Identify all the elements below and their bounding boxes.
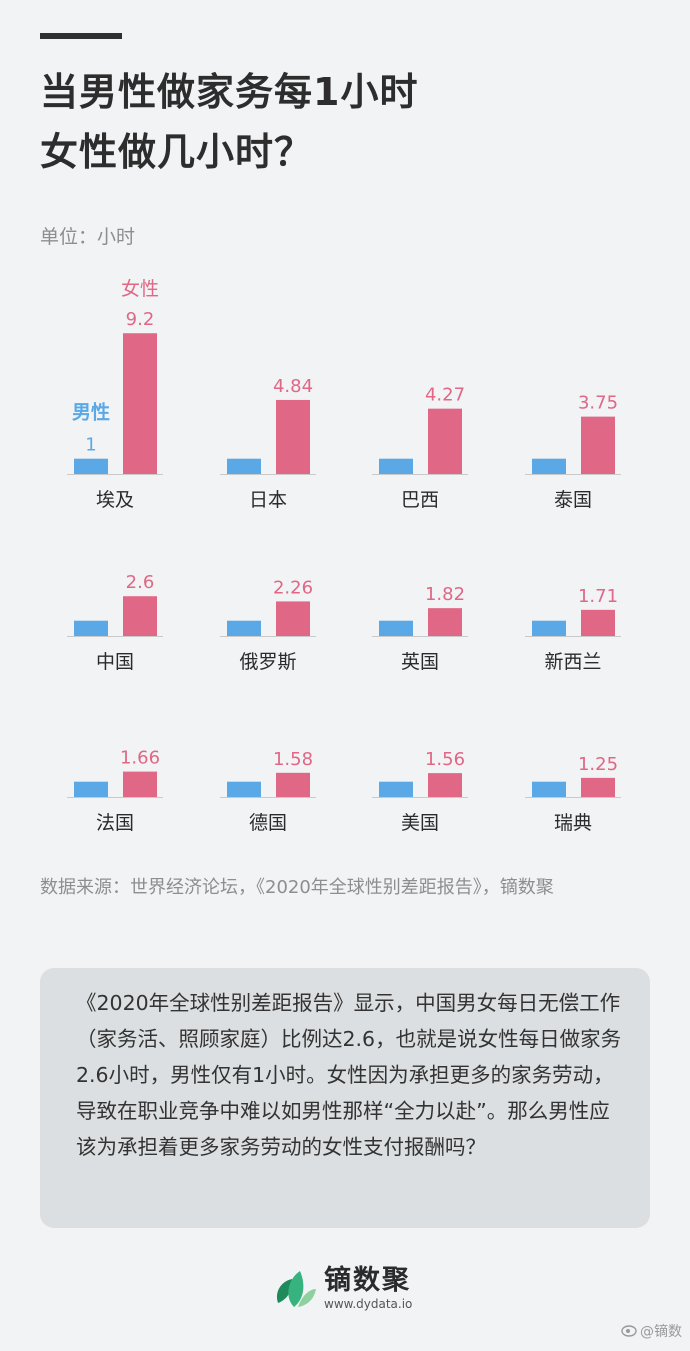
male-bar (379, 620, 413, 636)
male-bar (74, 620, 108, 636)
female-bar (123, 596, 157, 636)
source-note: 数据来源：世界经济论坛，《2020年全球性别差距报告》，镝数聚 (40, 877, 554, 898)
weibo-handle: @镝数 (640, 1324, 682, 1340)
female-value-label: 4.27 (425, 385, 465, 406)
female-bar (276, 601, 310, 636)
male-bar (227, 620, 261, 636)
male-bar (532, 458, 566, 474)
category-label: 法国 (96, 812, 134, 834)
male-bar (532, 620, 566, 636)
category-label: 英国 (401, 651, 439, 673)
male-bar (379, 781, 413, 797)
female-value-label: 9.2 (126, 309, 155, 330)
category-label: 美国 (401, 812, 439, 834)
male-bar (227, 458, 261, 474)
male-bar (379, 458, 413, 474)
male-bar (74, 458, 108, 474)
female-bar (581, 777, 615, 797)
female-bar (123, 771, 157, 797)
bar-chart: 9.2 埃及 1 男性 女性 4.84 日本 4.27 巴西 3.75 泰国 2.6 中国 2.26 俄罗斯… (67, 278, 621, 834)
top-rule (40, 33, 122, 39)
female-value-label: 1.71 (578, 586, 618, 607)
page-title: 当男性做家务每1小时 女性做几小时？ (40, 62, 418, 182)
category-label: 巴西 (401, 489, 439, 511)
female-value-label: 1.66 (120, 748, 160, 769)
category-label: 埃及 (96, 489, 134, 511)
female-bar (123, 333, 157, 474)
unit-label: 单位：小时 (40, 226, 136, 248)
female-series-label: 女性 (121, 278, 159, 300)
female-bar (428, 408, 462, 474)
female-value-label: 2.6 (126, 572, 155, 593)
female-bar (276, 399, 310, 474)
brand-url: www.dydata.io (324, 1297, 413, 1311)
female-value-label: 1.58 (273, 749, 313, 770)
leaf-logo-icon (276, 1271, 316, 1307)
category-label: 中国 (96, 651, 134, 673)
female-value-label: 1.56 (425, 749, 465, 770)
female-bar (276, 772, 310, 797)
category-label: 日本 (249, 489, 287, 511)
female-value-label: 1.82 (425, 584, 465, 605)
female-bar (428, 773, 462, 797)
male-value-label: 1 (85, 435, 96, 456)
female-value-label: 4.84 (273, 376, 313, 397)
category-label: 俄罗斯 (239, 651, 296, 673)
category-label: 泰国 (554, 489, 592, 511)
male-bar (227, 781, 261, 797)
female-bar (581, 609, 615, 636)
female-value-label: 1.25 (578, 754, 618, 775)
male-series-label: 男性 (72, 401, 110, 424)
female-bar (428, 608, 462, 636)
title-line-2: 女性做几小时？ (40, 130, 314, 174)
brand: 镝数聚 www.dydata.io (272, 1262, 412, 1314)
note-text: 《2020年全球性别差距报告》显示，中国男女每日无偿工作（家务活、照顾家庭）比例… (76, 991, 622, 1159)
category-label: 新西兰 (544, 651, 601, 673)
female-bar (581, 416, 615, 474)
brand-name: 镝数聚 (324, 1265, 411, 1296)
male-bar (74, 781, 108, 797)
category-label: 德国 (249, 812, 287, 834)
title-line-1: 当男性做家务每1小时 (40, 70, 419, 114)
female-value-label: 2.26 (273, 577, 313, 598)
category-label: 瑞典 (554, 812, 592, 834)
weibo-icon (621, 1325, 637, 1337)
female-value-label: 3.75 (578, 393, 618, 414)
weibo-watermark: @镝数 (621, 1321, 682, 1341)
note-box: 《2020年全球性别差距报告》显示，中国男女每日无偿工作（家务活、照顾家庭）比例… (40, 968, 650, 1228)
male-bar (532, 781, 566, 797)
